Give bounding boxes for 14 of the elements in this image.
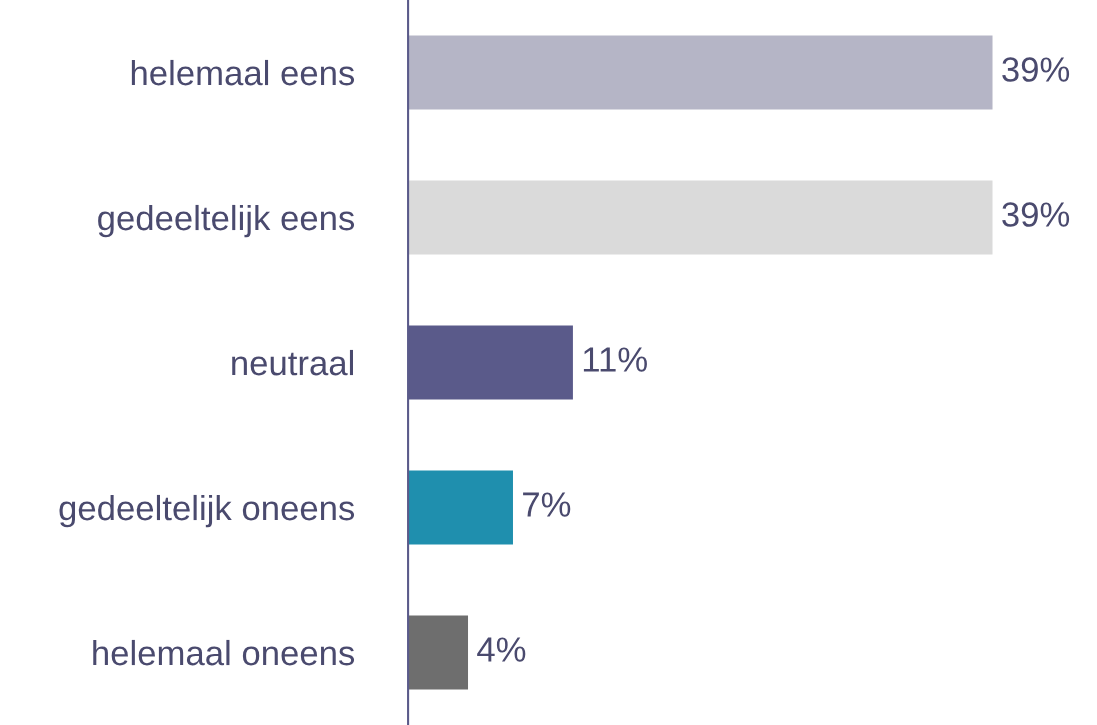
bar [408, 470, 513, 545]
data-label: 11% [583, 347, 647, 372]
data-label: 4% [477, 637, 526, 662]
bar [408, 35, 993, 110]
data-label: 39% [1002, 57, 1070, 82]
data-label: 39% [1002, 202, 1070, 227]
data-label: 7% [523, 492, 571, 517]
y-tick-label: neutraal [232, 349, 353, 376]
bar [408, 615, 469, 690]
y-tick-label: gedeeltelijk eens [98, 204, 355, 238]
bar [408, 180, 993, 255]
y-tick-label: helemaal oneens [93, 639, 355, 666]
y-tick-label: gedeeltelijk oneens [59, 494, 355, 528]
y-tick-label: helemaal eens [131, 59, 355, 86]
